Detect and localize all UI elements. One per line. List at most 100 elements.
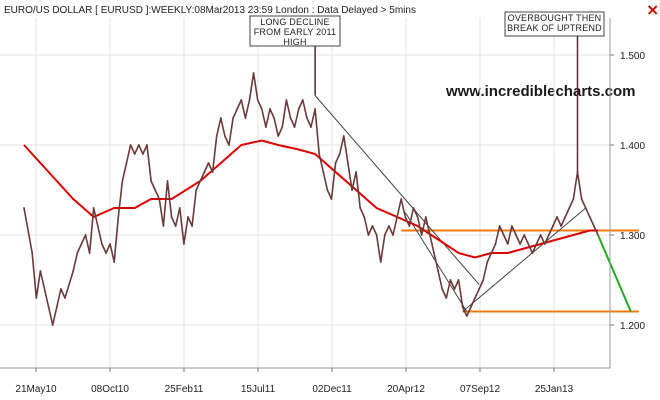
price-point: [400, 198, 403, 200]
price-point: [433, 252, 435, 254]
x-tick-label: 02Dec11: [312, 384, 352, 395]
price-point: [449, 279, 452, 281]
moving-average: [23, 139, 598, 259]
price-point: [150, 180, 153, 182]
price-point: [543, 243, 546, 245]
price-point: [293, 126, 296, 128]
price-point: [219, 117, 222, 119]
price-point: [244, 117, 247, 119]
price-point: [588, 216, 591, 218]
price-point: [437, 270, 439, 272]
price-point: [248, 99, 251, 101]
price-point: [23, 207, 25, 209]
price-point: [383, 234, 386, 236]
price-point: [146, 144, 148, 146]
price-point: [502, 234, 505, 236]
price-point: [338, 153, 341, 155]
price-point: [363, 216, 366, 218]
price-point: [318, 153, 321, 155]
price-point: [191, 225, 194, 227]
price-point: [105, 252, 107, 254]
x-axis-ticks: 21May10 08Oct10 25Feb11 15Jul11 02Dec11 20Apr…: [15, 368, 574, 395]
price-point: [498, 225, 501, 227]
price-point: [183, 243, 185, 245]
price-point: [252, 72, 255, 74]
price-point: [408, 225, 411, 227]
price-point: [273, 117, 275, 119]
price-point: [80, 243, 83, 245]
price-point: [593, 225, 595, 227]
price-point: [396, 216, 398, 218]
price-point: [260, 108, 263, 110]
annotation-box: [249, 15, 341, 47]
price-point: [519, 243, 521, 245]
trend-line: [314, 95, 480, 285]
x-tick-label: 21May10: [15, 384, 57, 395]
price-point: [55, 306, 58, 308]
price-point: [486, 261, 489, 263]
price-point: [564, 216, 567, 218]
price-point: [92, 207, 95, 209]
price-point: [474, 297, 476, 299]
price-point: [572, 198, 575, 200]
grid-lines: [0, 18, 610, 368]
price-point: [31, 252, 34, 254]
price-point: [84, 234, 87, 236]
price-point: [392, 234, 394, 236]
price-point: [371, 225, 374, 227]
price-point: [347, 162, 349, 164]
price-line: [23, 72, 599, 326]
price-point: [39, 270, 42, 272]
price-point: [301, 99, 304, 101]
price-point: [322, 171, 325, 173]
close-icon[interactable]: ×: [646, 0, 659, 19]
annotation-text: FROM EARLY 2011: [254, 27, 337, 37]
price-point: [158, 198, 161, 200]
x-tick-label: 25Jan13: [535, 384, 574, 395]
x-tick-label: 20Apr12: [387, 384, 425, 395]
price-point: [125, 162, 128, 164]
price-point: [547, 234, 550, 236]
price-point: [470, 306, 472, 308]
price-point: [240, 99, 243, 101]
price-point: [142, 153, 144, 155]
price-point: [228, 144, 230, 146]
chart-title: EURO/US DOLLAR [ EURUSD ]:WEEKLY:08Mar20…: [4, 5, 416, 16]
price-point: [256, 99, 259, 101]
price-point: [166, 180, 169, 182]
price-point: [580, 198, 583, 200]
price-point: [314, 108, 316, 110]
price-point: [269, 108, 271, 110]
price-point: [330, 198, 333, 200]
price-point: [187, 216, 189, 218]
price-point: [355, 171, 357, 173]
price-point: [64, 297, 66, 299]
y-tick-label: 1.500: [620, 51, 645, 62]
price-point: [224, 135, 226, 137]
price-point: [101, 243, 103, 245]
price-point: [375, 234, 378, 236]
price-point: [215, 135, 218, 137]
price-point: [117, 216, 120, 218]
price-point: [72, 270, 75, 272]
price-point: [236, 108, 239, 110]
annotation-box: [504, 11, 605, 37]
price-point: [527, 243, 530, 245]
price-point: [441, 288, 444, 290]
y-tick-label: 1.200: [620, 321, 645, 332]
price-point: [51, 324, 54, 326]
price-point: [453, 288, 456, 290]
price-point: [506, 243, 509, 245]
price-point: [113, 261, 116, 263]
price-point: [560, 225, 562, 227]
price-point: [420, 234, 423, 236]
price-point: [584, 207, 587, 209]
price-point: [211, 171, 214, 173]
price-point: [109, 243, 111, 245]
annotation-text: LONG DECLINE: [260, 17, 329, 27]
watermark-text: www.incrediblecharts.com: [445, 83, 636, 100]
price-point: [285, 99, 288, 101]
